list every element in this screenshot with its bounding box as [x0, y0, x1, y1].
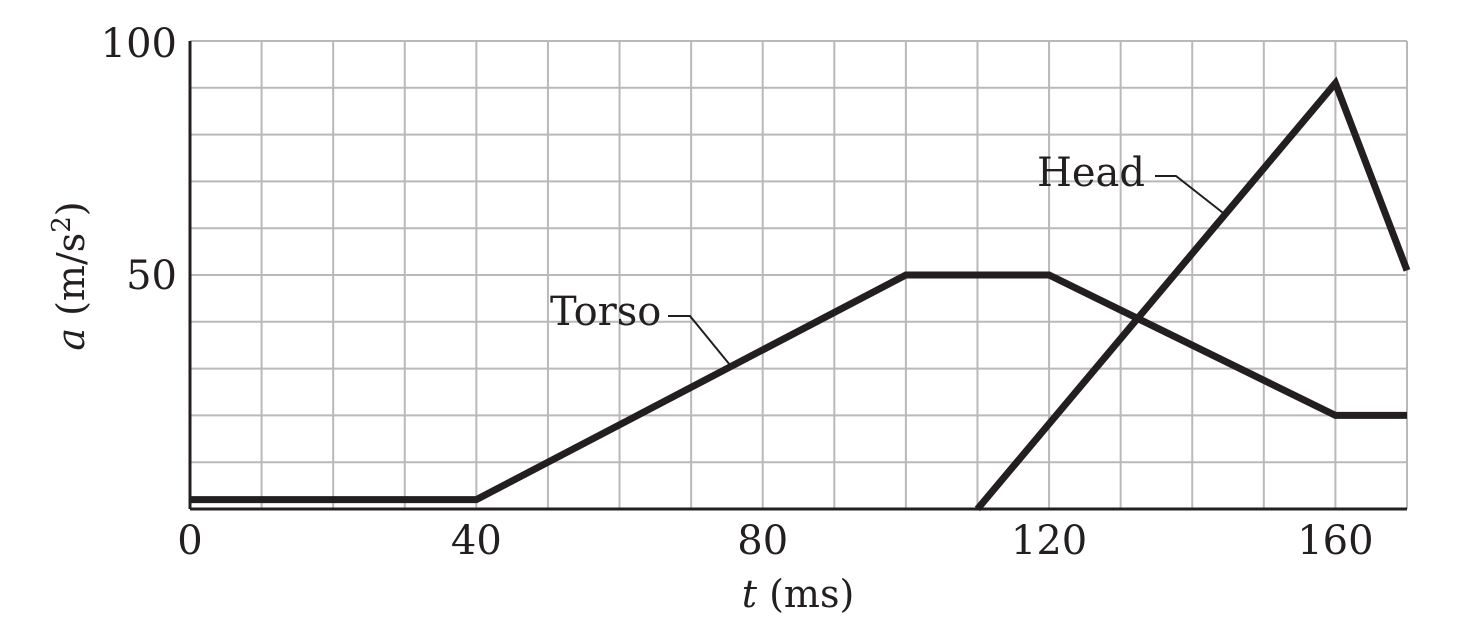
series-label-torso: Torso: [550, 289, 661, 335]
x-axis-unit: (ms): [757, 572, 854, 616]
y-axis-unit-close: ): [49, 201, 93, 216]
x-axis-symbol: t: [742, 572, 758, 616]
axes: [188, 41, 1407, 511]
x-tick-label: 0: [177, 518, 202, 564]
torso-leader-line: [668, 315, 731, 366]
x-tick-label: 40: [451, 518, 502, 564]
x-tick-label: 120: [1011, 518, 1087, 564]
series-line-torso: [190, 271, 1407, 504]
y-axis-unit-superscript: 2: [47, 216, 77, 233]
series: [190, 76, 1411, 512]
y-axis-symbol: a: [49, 328, 93, 351]
x-tick-label: 80: [737, 518, 788, 564]
y-tick-label: 50: [126, 253, 177, 299]
x-axis-title: t (ms): [742, 572, 855, 616]
series-label-head: Head: [1037, 150, 1145, 196]
tick-labels: 0 40 80 120 160 50 100: [101, 21, 1374, 564]
y-axis-unit: (m/s: [49, 233, 93, 328]
grid: [190, 40, 1408, 509]
y-tick-label: 100: [101, 21, 177, 67]
y-axis-title: a (m/s2): [47, 201, 93, 350]
series-line-head: [974, 76, 1411, 512]
series-labels: Torso Head: [550, 150, 1228, 366]
x-tick-label: 160: [1297, 518, 1373, 564]
head-leader-line: [1155, 175, 1228, 217]
